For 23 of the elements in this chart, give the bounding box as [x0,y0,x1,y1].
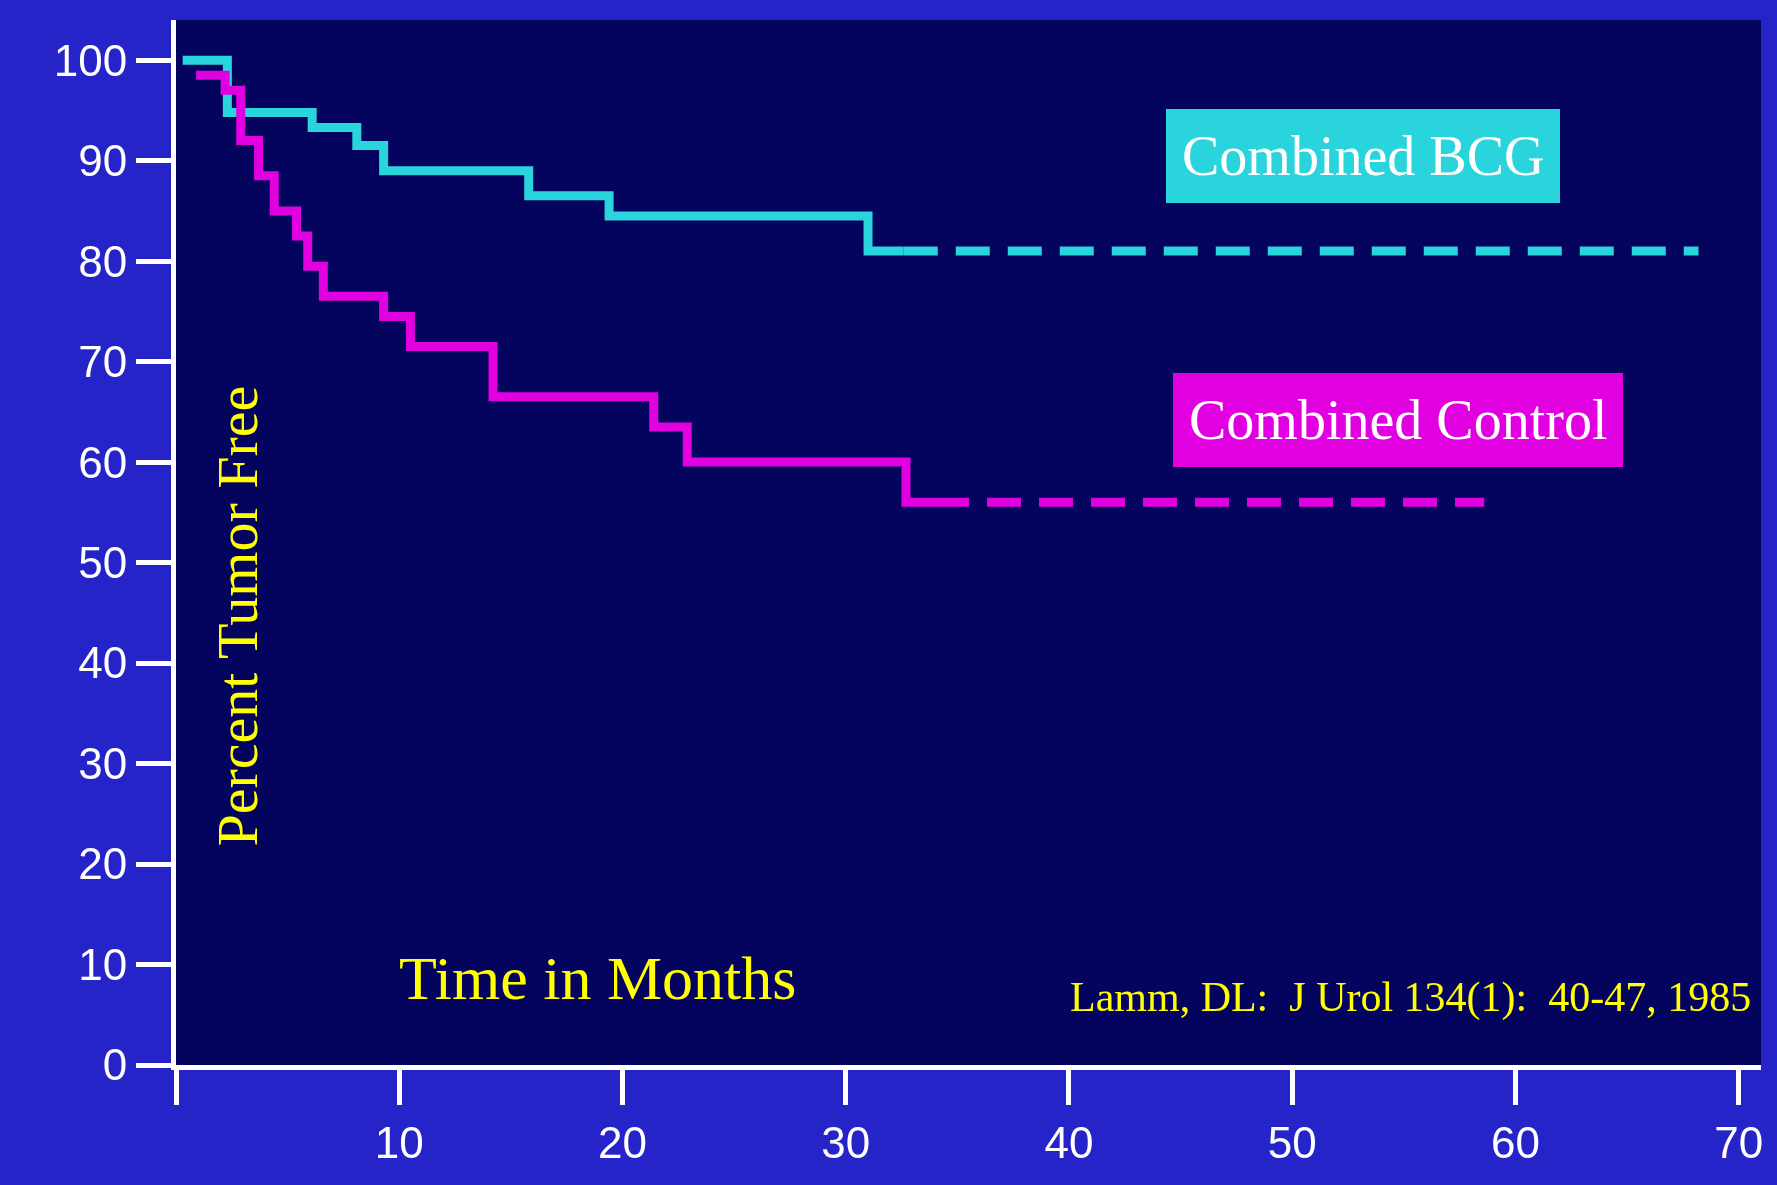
x-tick-label: 20 [598,1117,647,1167]
y-tick-label: 0 [102,1040,128,1090]
y-tick-label: 10 [78,939,128,989]
x-tick-label: 10 [374,1117,424,1167]
x-tick-label: 30 [821,1117,871,1167]
y-tick-label: 90 [78,136,128,186]
y-tick-label: 20 [78,839,128,889]
text: Combined BCG [1182,125,1545,187]
text: Combined Control [1189,389,1608,451]
y-tick-label: 100 [53,35,128,85]
y-tick-label: 80 [78,236,128,286]
y-tick-label: 30 [78,738,128,788]
x-axis-title: Time in Months [399,944,797,1012]
y-tick-label: 50 [78,538,128,587]
x-tick-label: 40 [1044,1117,1094,1167]
x-tick-label: 50 [1267,1117,1317,1167]
y-tick-label: 70 [78,337,128,387]
y-axis-title: Percent Tumor Free [205,385,271,847]
y-tick-label: 40 [78,638,128,688]
x-tick-label: 60 [1490,1117,1540,1167]
x-tick-label: 70 [1714,1117,1764,1167]
y-tick-label: 60 [78,437,128,487]
annotation: Lamm, DL: J Urol 134(1): 40-47, 1985 [1070,974,1752,1021]
